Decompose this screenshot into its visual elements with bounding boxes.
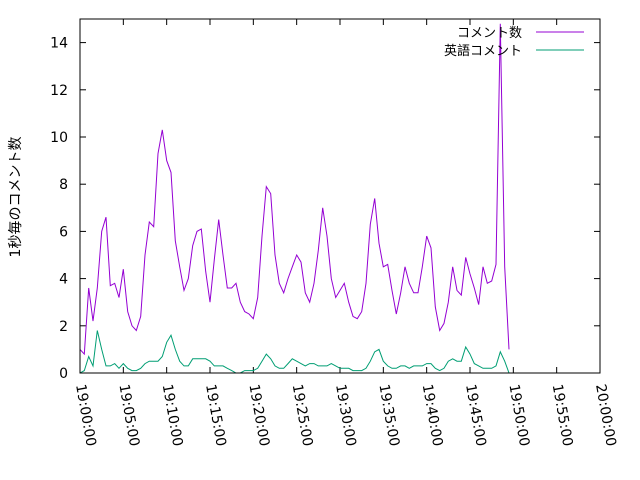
series-line-english-comments <box>79 330 510 374</box>
x-tick-label: 19:15:00 <box>202 383 229 448</box>
y-tick-label: 14 <box>50 36 68 52</box>
y-tick-label: 8 <box>59 177 68 193</box>
x-tick-label: 19:30:00 <box>332 383 359 448</box>
y-axis-label: 1秒毎のコメント数 <box>8 137 24 258</box>
x-tick-label: 19:05:00 <box>115 383 142 448</box>
x-tick-label: 19:20:00 <box>245 383 272 448</box>
x-tick-label: 19:25:00 <box>289 383 316 448</box>
axis-ticks: 0 2 4 6 8 10 12 14 19:00:00 19:05:00 19:10:00 19:15… <box>50 19 619 448</box>
y-tick-label: 6 <box>59 224 68 240</box>
legend: コメント数 英語コメント <box>444 26 584 59</box>
legend-entry-comments: コメント数 <box>457 26 584 41</box>
legend-label-english-comments: 英語コメント <box>444 43 522 59</box>
x-tick-label: 19:50:00 <box>505 383 532 448</box>
x-tick-label: 19:45:00 <box>462 383 489 448</box>
x-tick-label: 19:00:00 <box>72 383 99 448</box>
plot-frame <box>79 18 601 374</box>
y-tick-label: 10 <box>50 130 68 146</box>
legend-label-comments: コメント数 <box>457 26 522 41</box>
series-lines <box>79 23 510 374</box>
series-line-comments <box>79 23 510 356</box>
x-tick-label: 20:00:00 <box>592 383 619 448</box>
y-tick-label: 12 <box>50 83 68 99</box>
y-axis-label-group: 1秒毎のコメント数 <box>8 137 24 258</box>
x-tick-label: 19:40:00 <box>419 383 446 448</box>
y-tick-label: 0 <box>59 366 68 382</box>
legend-entry-english-comments: 英語コメント <box>444 43 584 59</box>
x-tick-label: 19:10:00 <box>159 383 186 448</box>
y-tick-label: 4 <box>59 272 68 288</box>
x-tick-label: 19:35:00 <box>375 383 402 448</box>
x-tick-label: 19:55:00 <box>549 383 576 448</box>
y-tick-label: 2 <box>59 319 68 335</box>
